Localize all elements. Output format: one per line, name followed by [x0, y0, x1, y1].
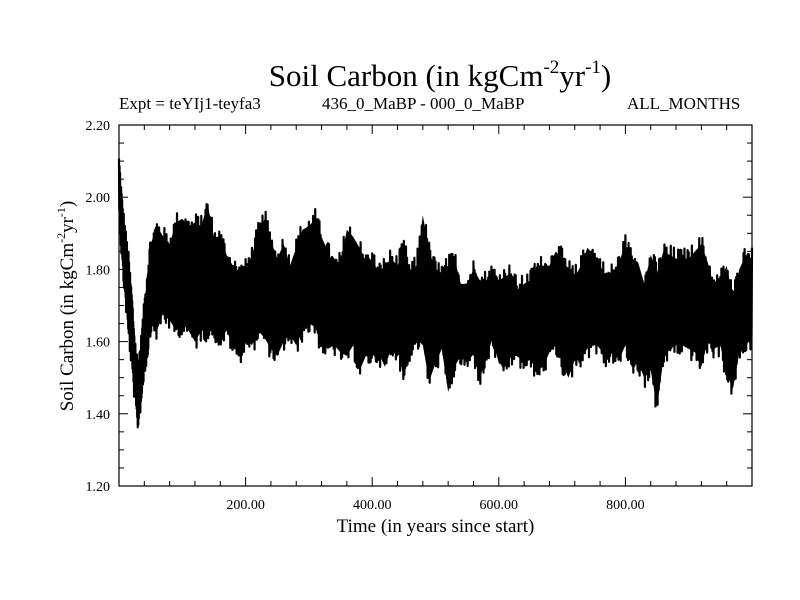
experiment-label: Expt = teYIj1-teyfa3 [119, 94, 261, 113]
y-tick-label: 2.00 [86, 191, 111, 206]
x-tick-label: 600.00 [480, 498, 519, 513]
y-tick-label: 2.20 [86, 119, 111, 134]
series-line [117, 158, 754, 429]
period-label: 436_0_MaBP - 000_0_MaBP [322, 94, 525, 113]
y-tick-label: 1.80 [86, 263, 111, 278]
x-tick-label: 200.00 [226, 498, 265, 513]
y-axis-label: Soil Carbon (in kgCm-2yr-1) [54, 200, 78, 412]
y-tick-label: 1.60 [86, 336, 111, 351]
x-tick-label: 400.00 [353, 498, 392, 513]
y-tick-label: 1.20 [86, 480, 111, 495]
y-tick-label: 1.40 [86, 408, 111, 423]
plot-frame [118, 124, 753, 487]
x-tick-label: 800.00 [606, 498, 645, 513]
x-axis-label: Time (in years since start) [336, 516, 535, 537]
months-label: ALL_MONTHS [627, 94, 741, 113]
chart-title: Soil Carbon (in kgCm-2yr-1) [268, 57, 612, 93]
